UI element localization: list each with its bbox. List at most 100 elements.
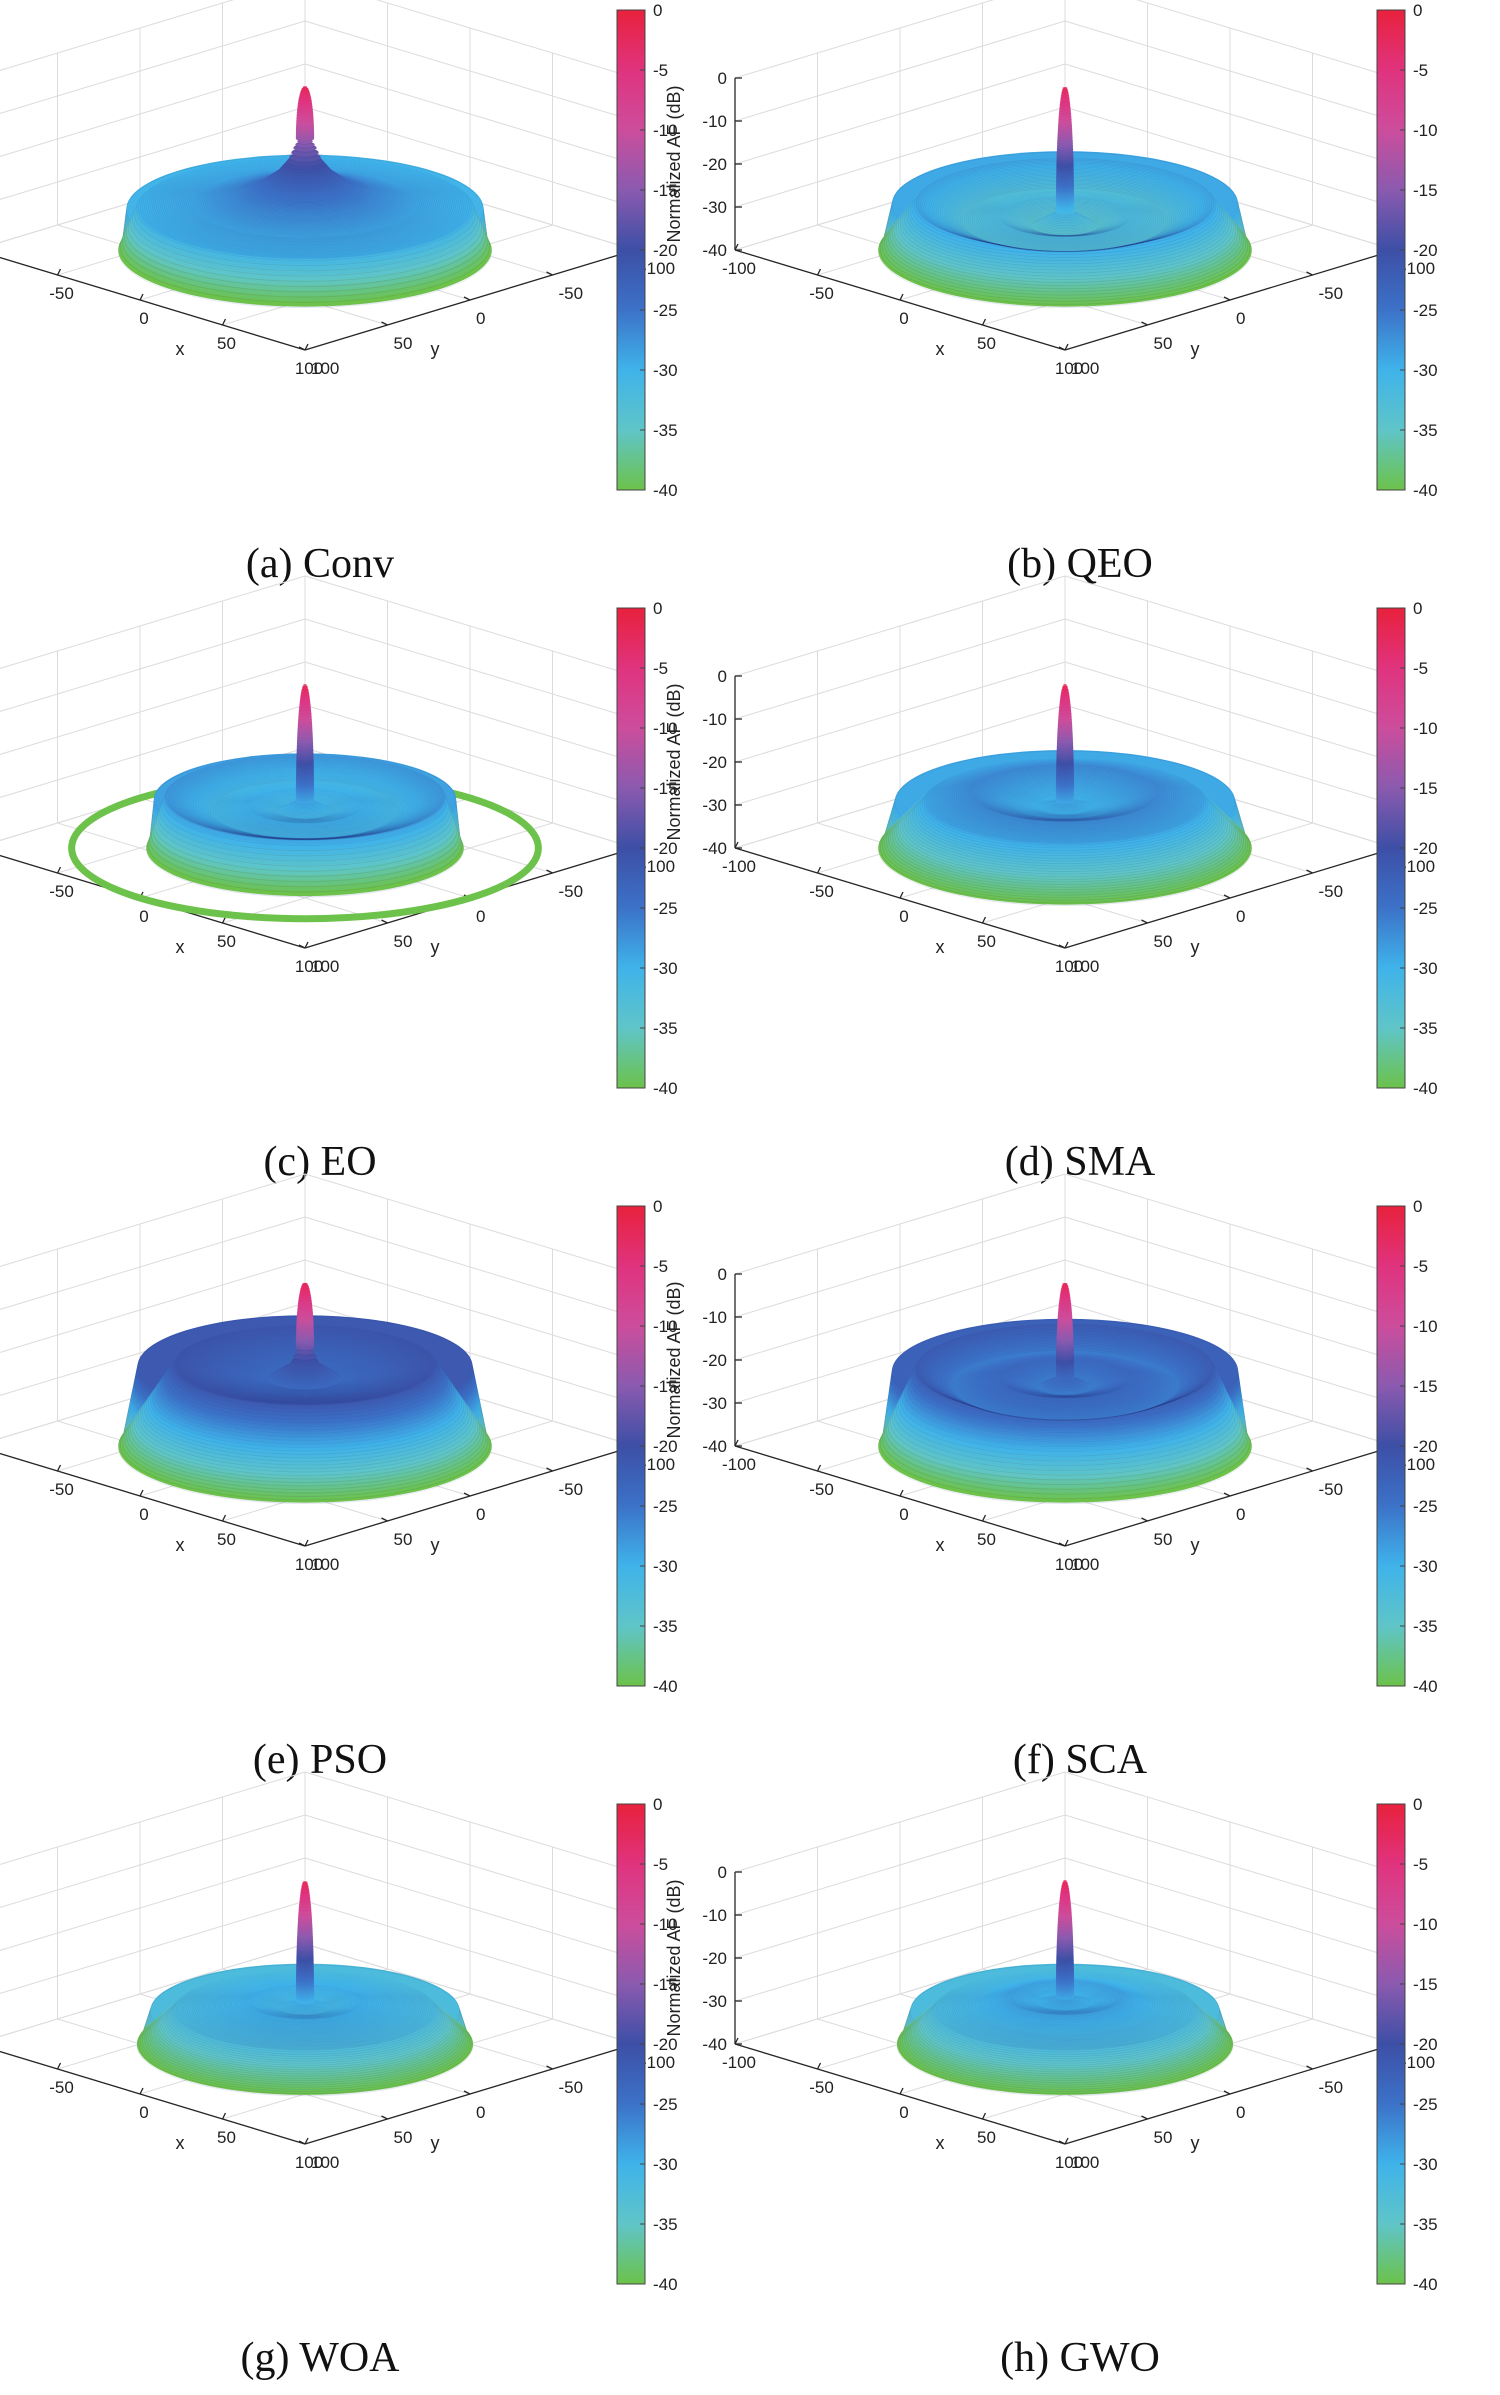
colorbar-tick-label: -35 bbox=[653, 421, 678, 440]
main-lobe bbox=[1061, 1884, 1069, 1887]
x-tick-label: 50 bbox=[977, 334, 996, 353]
z-tick-label: 0 bbox=[718, 1265, 727, 1284]
x-tick-label: 0 bbox=[899, 2103, 908, 2122]
y-tick-label: 0 bbox=[476, 2103, 485, 2122]
colorbar-tick-label: -35 bbox=[653, 1019, 678, 1038]
colorbar-tick-label: -30 bbox=[653, 361, 678, 380]
colorbar-tick-label: -5 bbox=[653, 1257, 668, 1276]
caption-c: (c) EO bbox=[263, 1139, 377, 1185]
x-tick-label: 0 bbox=[139, 907, 148, 926]
colorbar-tick-label: -15 bbox=[653, 181, 678, 200]
x-tick-label: -50 bbox=[49, 284, 74, 303]
main-lobe bbox=[301, 1883, 309, 1887]
colorbar-tick-label: -10 bbox=[1413, 1317, 1438, 1336]
y-tick-label: -100 bbox=[641, 857, 675, 876]
z-tick-label: 0 bbox=[718, 667, 727, 686]
y-tick-label: 50 bbox=[394, 1530, 413, 1549]
x-axis-label: x bbox=[936, 339, 945, 359]
surface-ring bbox=[295, 1348, 315, 1355]
z-tick-label: -30 bbox=[702, 1992, 727, 2011]
x-tick-label: 100 bbox=[295, 957, 323, 976]
main-lobe bbox=[302, 86, 308, 88]
colorbar-tick-label: -25 bbox=[653, 301, 678, 320]
caption-e: (e) PSO bbox=[252, 1737, 388, 1783]
colorbar-tick-label: 0 bbox=[653, 1, 662, 20]
surface bbox=[877, 684, 1253, 906]
x-tick-label: -100 bbox=[722, 259, 756, 278]
colorbar-tick-label: -40 bbox=[653, 2275, 678, 2294]
caption-b: (b) QEO bbox=[1007, 541, 1153, 587]
x-tick-label: 0 bbox=[899, 309, 908, 328]
z-tick-label: 0 bbox=[718, 69, 727, 88]
x-axis-label: x bbox=[936, 1535, 945, 1555]
main-lobe bbox=[302, 1282, 308, 1285]
colorbar-tick-label: -25 bbox=[653, 899, 678, 918]
y-tick-label: -100 bbox=[1401, 857, 1435, 876]
x-tick-label: 100 bbox=[295, 1555, 323, 1574]
z-tick-label: -30 bbox=[702, 1394, 727, 1413]
x-tick-label: -50 bbox=[809, 2078, 834, 2097]
y-tick-label: 0 bbox=[1236, 2103, 1245, 2122]
y-tick-label: -50 bbox=[1319, 2078, 1344, 2097]
colorbar-tick-label: -25 bbox=[653, 2095, 678, 2114]
colorbar-tick-label: -35 bbox=[653, 2215, 678, 2234]
y-tick-label: 100 bbox=[1071, 957, 1099, 976]
surface bbox=[896, 1880, 1234, 2097]
x-tick-label: -100 bbox=[722, 2053, 756, 2072]
x-tick-label: -50 bbox=[809, 1480, 834, 1499]
main-lobe bbox=[1061, 1882, 1069, 1885]
z-tick-label: -30 bbox=[702, 796, 727, 815]
colorbar-tick-label: -15 bbox=[1413, 1377, 1438, 1396]
main-lobe bbox=[1061, 89, 1069, 93]
panel-h: -40 -30 -20 -10 0 -100 -50 0 50 100 100 50 0 -50 -100 N… bbox=[664, 1771, 1500, 2392]
z-tick-label: -10 bbox=[702, 1308, 727, 1327]
y-tick-label: -50 bbox=[1319, 284, 1344, 303]
colorbar-tick-label: -30 bbox=[653, 1557, 678, 1576]
colorbar-tick-label: -20 bbox=[1413, 839, 1438, 858]
x-tick-label: -50 bbox=[809, 882, 834, 901]
y-tick-label: -50 bbox=[559, 882, 584, 901]
colorbar-tick-label: -30 bbox=[1413, 959, 1438, 978]
colorbar-tick-label: 0 bbox=[1413, 1795, 1422, 1814]
y-tick-label: 50 bbox=[394, 2128, 413, 2147]
y-tick-label: 50 bbox=[394, 932, 413, 951]
y-tick-label: 0 bbox=[476, 309, 485, 328]
x-tick-label: -50 bbox=[49, 1480, 74, 1499]
x-tick-label: -100 bbox=[722, 857, 756, 876]
y-axis-label: y bbox=[431, 339, 440, 359]
y-tick-label: 100 bbox=[1071, 2153, 1099, 2172]
x-axis-label: x bbox=[176, 2133, 185, 2153]
z-tick-label: -10 bbox=[702, 1906, 727, 1925]
y-tick-label: 0 bbox=[476, 907, 485, 926]
colorbar-tick-label: -40 bbox=[653, 481, 678, 500]
x-tick-label: 100 bbox=[1055, 1555, 1083, 1574]
main-lobe bbox=[301, 87, 309, 90]
main-lobe bbox=[1061, 686, 1069, 689]
main-lobe bbox=[301, 688, 309, 691]
colorbar-tick-label: -15 bbox=[653, 1377, 678, 1396]
main-lobe bbox=[1062, 87, 1068, 89]
colorbar-tick-label: -20 bbox=[1413, 1437, 1438, 1456]
colorbar-tick-label: -40 bbox=[1413, 2275, 1438, 2294]
colorbar-tick-label: -30 bbox=[653, 959, 678, 978]
colorbar-tick-label: -25 bbox=[1413, 301, 1438, 320]
y-tick-label: -50 bbox=[559, 1480, 584, 1499]
surface bbox=[136, 1881, 474, 2097]
colorbar-tick-label: -40 bbox=[653, 1677, 678, 1696]
x-tick-label: -50 bbox=[49, 882, 74, 901]
main-lobe bbox=[302, 1882, 308, 1885]
z-tick-label: -10 bbox=[702, 112, 727, 131]
z-axis-label: Normalized AF (dB) bbox=[664, 1281, 684, 1438]
panel-f: -40 -30 -20 -10 0 -100 -50 0 50 100 100 50 0 -50 -100 N… bbox=[664, 1173, 1500, 1794]
colorbar-tick-label: -5 bbox=[653, 659, 668, 678]
colorbar-tick-label: -10 bbox=[653, 719, 678, 738]
colorbar-tick-label: -20 bbox=[653, 2035, 678, 2054]
main-lobe bbox=[1063, 684, 1067, 686]
x-tick-label: 100 bbox=[1055, 359, 1083, 378]
y-tick-label: 0 bbox=[1236, 1505, 1245, 1524]
y-tick-label: -100 bbox=[641, 1455, 675, 1474]
colorbar-tick-label: -30 bbox=[653, 2155, 678, 2174]
surface bbox=[877, 1283, 1253, 1504]
y-tick-label: -100 bbox=[1401, 259, 1435, 278]
x-tick-label: 50 bbox=[217, 932, 236, 951]
